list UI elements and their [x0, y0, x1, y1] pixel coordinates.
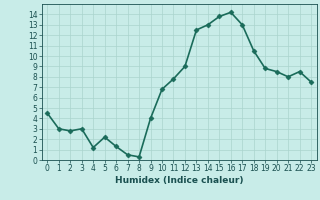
X-axis label: Humidex (Indice chaleur): Humidex (Indice chaleur) — [115, 176, 244, 185]
